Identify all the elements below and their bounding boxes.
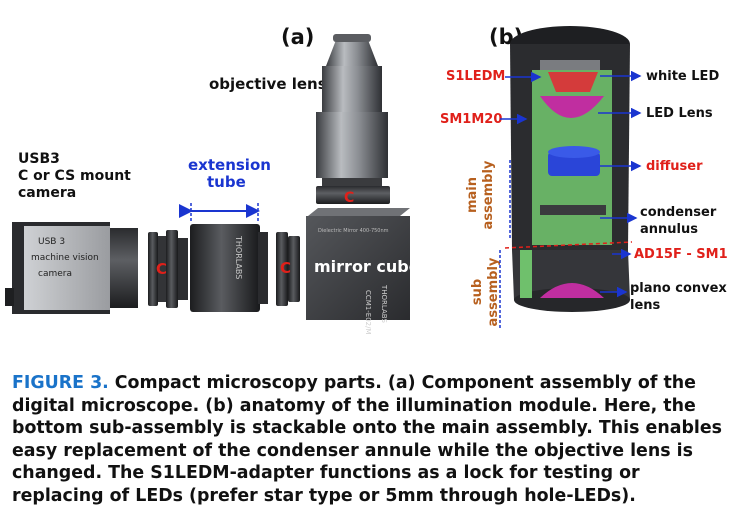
- extension-label-line1: extension: [188, 156, 271, 174]
- figure-illustration: (a) objective lens C Dielectric Mirror 4…: [5, 25, 728, 335]
- white-led-label: white LED: [646, 69, 719, 84]
- camera-image: USB 3 machine vision camera: [5, 222, 138, 314]
- s1ledm-label: S1LEDM: [446, 69, 505, 84]
- mirror-cube-label: mirror cube: [314, 257, 420, 276]
- led-lens-label: LED Lens: [646, 106, 713, 121]
- sub-assembly-line2: assembly: [486, 257, 501, 326]
- figure-caption: FIGURE 3. Compact microscopy parts. (a) C…: [12, 372, 732, 508]
- ad15f-label: AD15F - SM1: [634, 247, 728, 262]
- sm1m20-label: SM1M20: [440, 112, 502, 127]
- objective-lens-image: [316, 34, 390, 204]
- coupler-ring-right: [276, 232, 300, 306]
- c-mark-left: C: [156, 260, 167, 278]
- plano-label-line2: lens: [630, 298, 661, 313]
- diffuser-label: diffuser: [646, 159, 703, 174]
- objective-lens-label: objective lens: [209, 75, 327, 93]
- svg-text:Dielectric Mirror 400-750nm: Dielectric Mirror 400-750nm: [318, 228, 389, 234]
- main-assembly-line1: main: [465, 177, 480, 213]
- panel-a-label: (a): [281, 25, 314, 49]
- figure-label: FIGURE 3.: [12, 373, 109, 393]
- cube-model-text: CCM1-E02/M: [364, 290, 372, 335]
- plano-label-line1: plano convex: [630, 281, 727, 296]
- panel-b: (b) S1LEDM SM1M20: [440, 25, 728, 328]
- camera-body-line3: camera: [38, 269, 72, 279]
- cube-brand-text: THORLABS: [380, 284, 388, 323]
- camera-label-line3: camera: [18, 185, 76, 201]
- camera-body-line2: machine vision: [31, 253, 99, 263]
- extension-label-line2: tube: [207, 173, 246, 191]
- camera-body-line1: USB 3: [38, 237, 65, 247]
- extension-tube-image: THORLABS: [190, 224, 268, 312]
- c-mark-objective: C: [344, 190, 354, 206]
- tube-brand-text: THORLABS: [234, 235, 243, 279]
- camera-label-line2: C or CS mount: [18, 168, 131, 184]
- mirror-cube-image: Dielectric Mirror 400-750nm CCM1-E02/M T…: [306, 208, 410, 335]
- sub-assembly-line1: sub: [470, 279, 485, 305]
- panel-a: (a) objective lens C Dielectric Mirror 4…: [5, 25, 420, 335]
- c-mark-right: C: [280, 259, 291, 277]
- condenser-label-line2: annulus: [640, 222, 698, 237]
- caption-text: Compact microscopy parts. (a) Component …: [12, 373, 723, 506]
- extension-dimension-arrow: [179, 203, 260, 222]
- coupler-rings-left: [148, 230, 188, 308]
- camera-label-line1: USB3: [18, 151, 60, 167]
- condenser-label-line1: condenser: [640, 205, 717, 220]
- main-assembly-line2: assembly: [481, 160, 496, 229]
- illumination-module-image: [504, 26, 633, 312]
